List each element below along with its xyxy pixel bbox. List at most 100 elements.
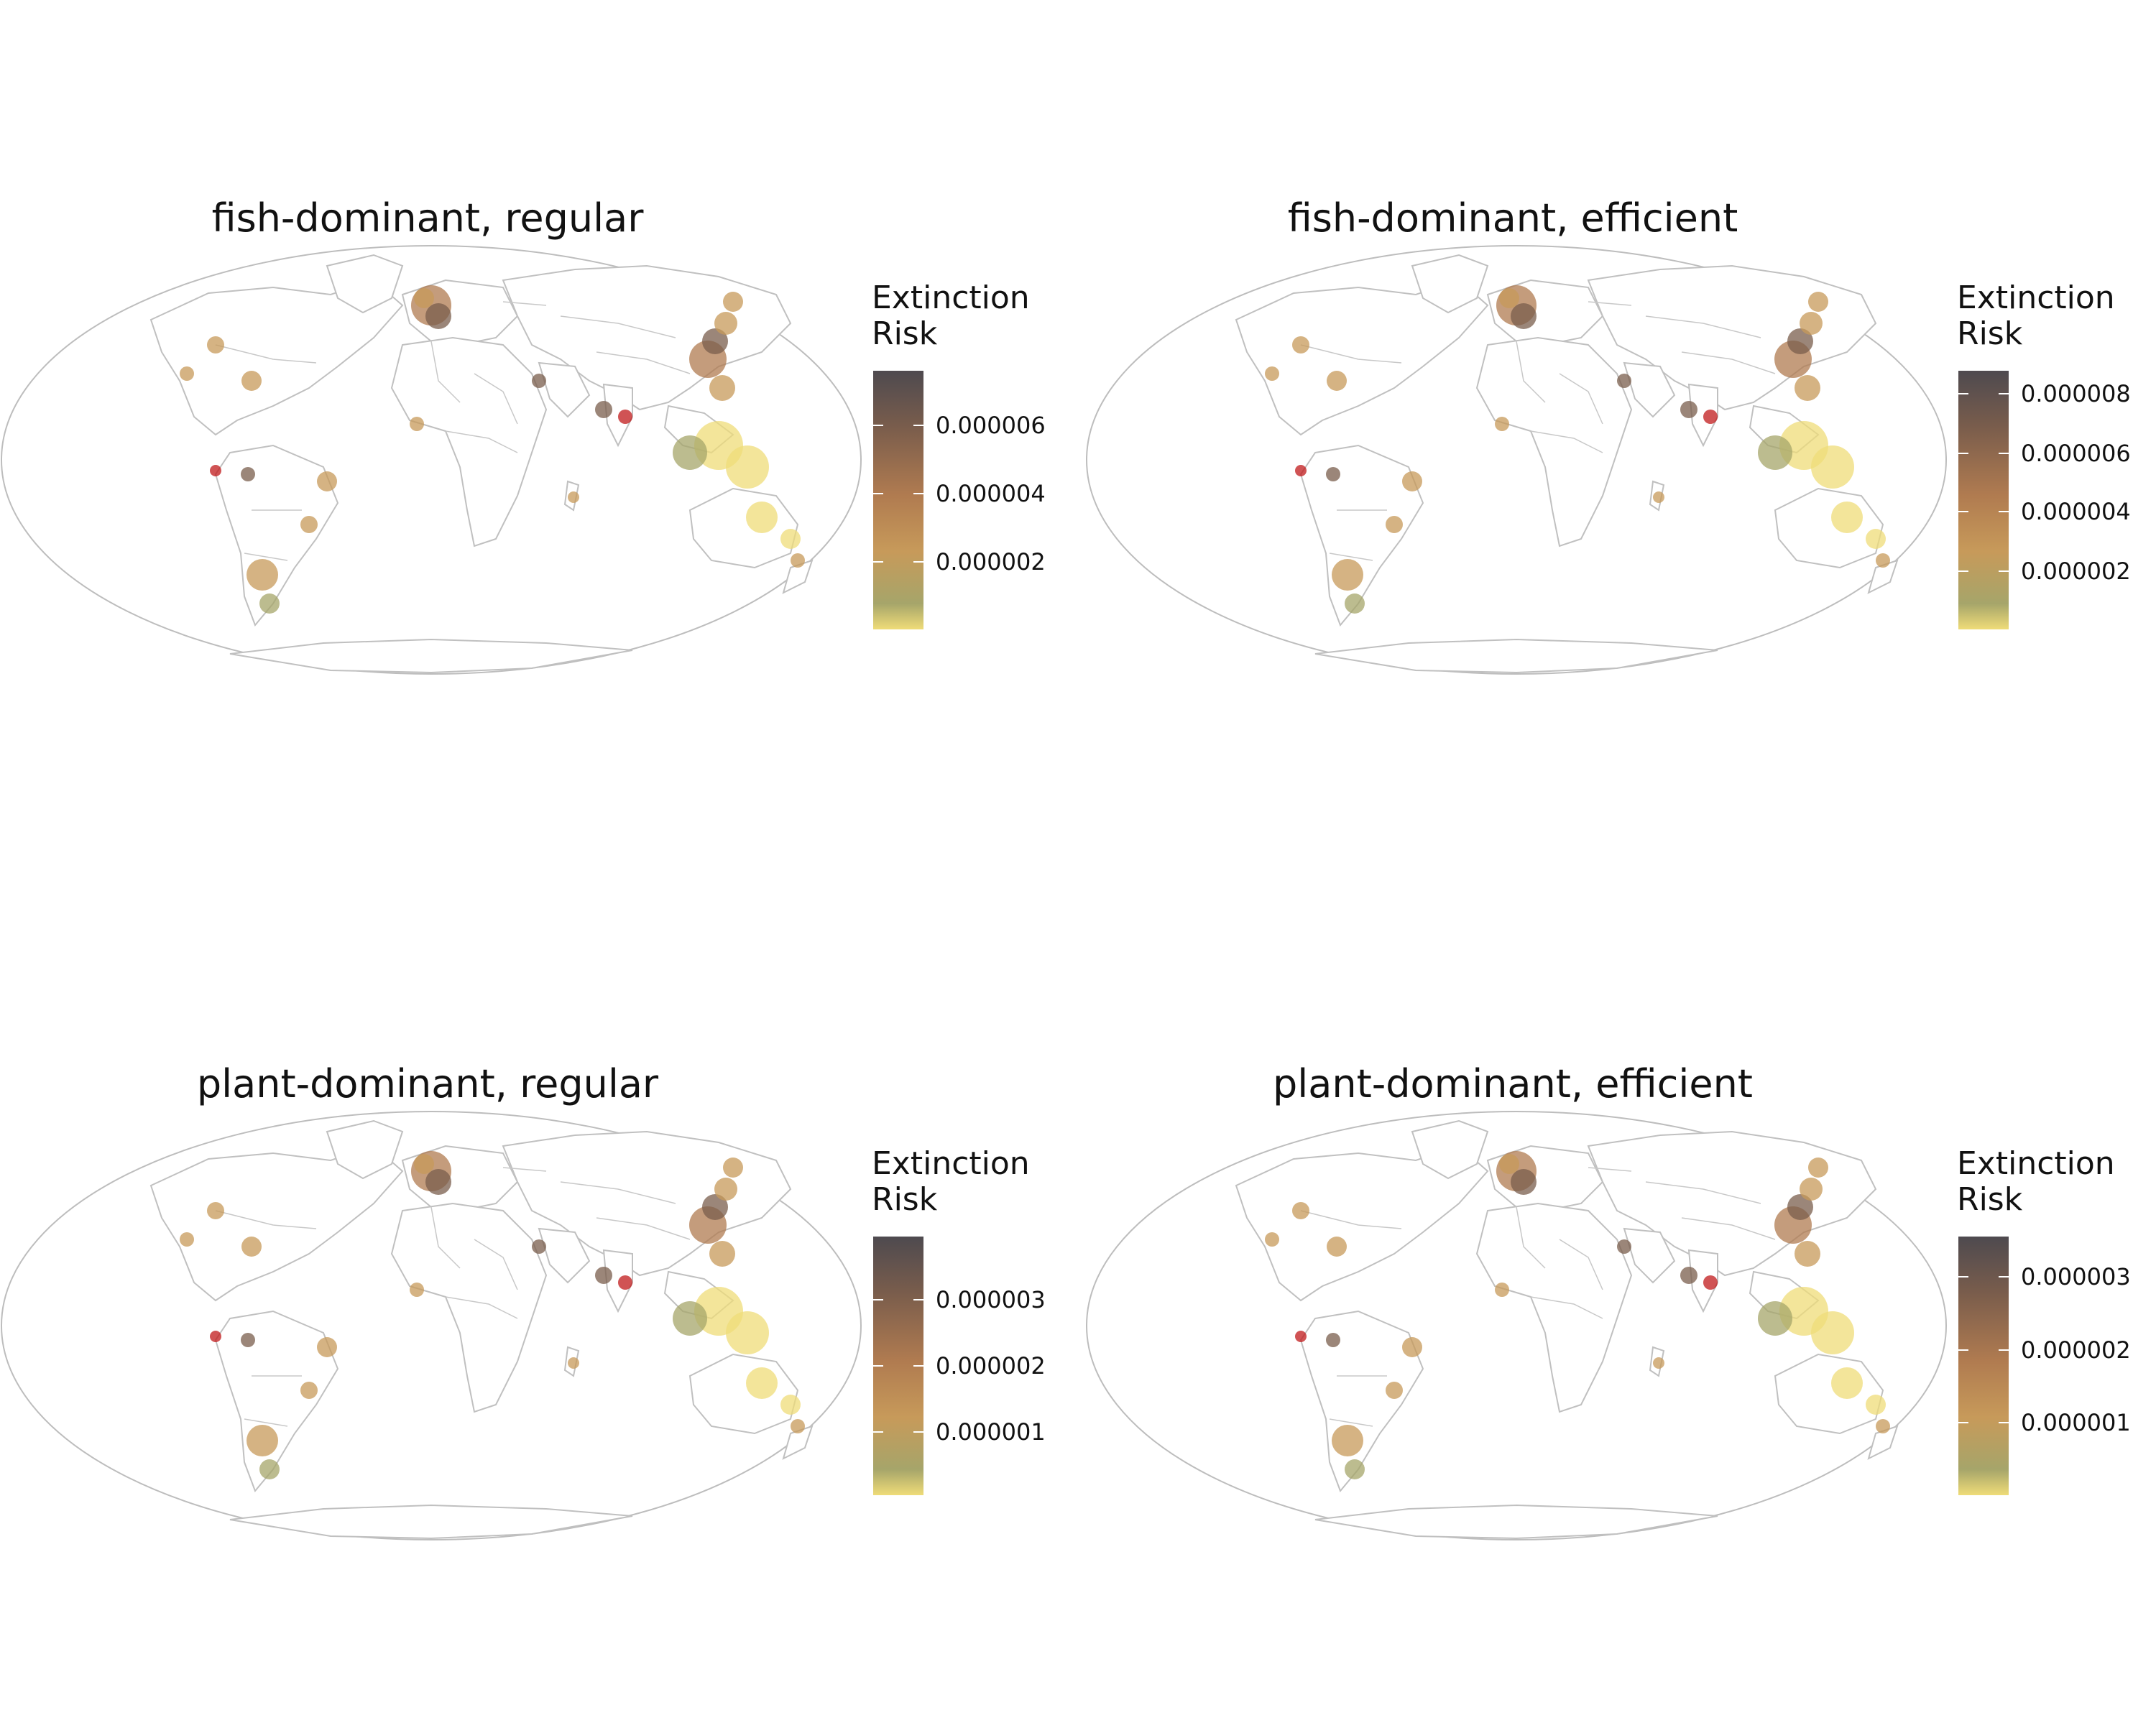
- risk-area: [726, 1311, 769, 1354]
- risk-area: [1811, 445, 1854, 489]
- risk-area: [723, 1158, 743, 1178]
- world-map: [1, 245, 862, 675]
- country-border: [1681, 1217, 1776, 1240]
- country-border: [474, 373, 518, 425]
- colorbar-legend: Extinction Risk 0.000003 0.000002 0.000001: [872, 1146, 1073, 1520]
- risk-area: [1831, 502, 1863, 533]
- country-border: [1588, 301, 1632, 306]
- colorbar-tick: [1958, 393, 1968, 395]
- risk-area: [1511, 303, 1537, 329]
- colorbar-tick: [1958, 1349, 1968, 1352]
- risk-area: [1876, 1419, 1890, 1433]
- colorbar-tick-label: 0.000004: [936, 480, 1046, 507]
- colorbar-tick: [873, 493, 883, 494]
- colorbar-tick: [1999, 511, 2009, 513]
- colorbar-tick: [873, 561, 883, 563]
- colorbar-tick-label: 0.000001: [2021, 1409, 2131, 1437]
- country-border: [445, 430, 518, 453]
- risk-area: [673, 1301, 707, 1336]
- colorbar-tick: [873, 1365, 883, 1367]
- risk-area: [780, 1395, 801, 1415]
- risk-area: [1795, 375, 1820, 401]
- country-border: [430, 1206, 461, 1269]
- risk-area: [723, 292, 743, 312]
- risk-area: [1402, 1337, 1422, 1357]
- landmass-north-america: [149, 279, 404, 436]
- country-border: [1530, 430, 1603, 453]
- risk-area: [1703, 1275, 1718, 1290]
- colorbar-tick-label: 0.000008: [2021, 380, 2131, 408]
- country-border: [215, 1210, 317, 1229]
- risk-area: [1332, 1425, 1363, 1456]
- risk-area: [180, 366, 194, 381]
- colorbar-tick-label: 0.000003: [2021, 1262, 2131, 1290]
- risk-area: [1345, 593, 1365, 614]
- colorbar-tick-label: 0.000002: [2021, 1336, 2131, 1364]
- country-border: [1516, 341, 1546, 403]
- panel-title: plant-dominant, efficient: [1273, 1061, 1753, 1106]
- risk-area: [210, 465, 221, 476]
- risk-area: [726, 445, 769, 489]
- risk-area: [618, 1275, 632, 1290]
- risk-area: [414, 288, 434, 308]
- legend-title: Extinction Risk: [1957, 279, 2115, 352]
- landmass-north-america: [149, 1145, 404, 1302]
- panel-plant-dominant-efficient: plant-dominant, efficient Extinction Ris…: [1085, 866, 2156, 1728]
- risk-area: [1800, 312, 1823, 335]
- country-border: [445, 1296, 518, 1319]
- colorbar-tick: [1999, 393, 2009, 395]
- risk-area: [595, 401, 612, 418]
- risk-area: [1831, 1367, 1863, 1399]
- colorbar-tick: [913, 1365, 923, 1367]
- legend-title: Extinction Risk: [872, 1145, 1030, 1218]
- country-border: [1588, 1167, 1632, 1172]
- colorbar-tick: [1958, 1275, 1968, 1277]
- landmass-new-zealand: [1867, 1425, 1899, 1460]
- risk-area: [247, 559, 278, 591]
- country-border: [1329, 553, 1373, 561]
- colorbar-tick-label: 0.000001: [936, 1418, 1046, 1446]
- landmass-new-zealand: [782, 559, 814, 594]
- risk-area: [1499, 1154, 1519, 1174]
- landmass-new-zealand: [782, 1425, 814, 1460]
- risk-area: [709, 1241, 735, 1267]
- risk-area: [1292, 1202, 1309, 1219]
- country-border: [502, 301, 547, 306]
- landmass-antarctica: [1314, 1504, 1718, 1540]
- risk-area: [1653, 491, 1664, 503]
- risk-area: [300, 516, 318, 533]
- panel-fish-dominant-regular: fish-dominant, regular Extinction Risk 0…: [0, 0, 1078, 862]
- risk-area: [673, 435, 707, 470]
- panel-plant-dominant-regular: plant-dominant, regular Extinction Risk …: [0, 866, 1078, 1728]
- country-border: [1300, 344, 1402, 364]
- risk-area: [207, 336, 224, 354]
- risk-area: [568, 491, 579, 503]
- country-border: [1530, 1296, 1603, 1319]
- country-border: [1559, 1239, 1603, 1290]
- risk-area: [1866, 1395, 1886, 1415]
- colorbar-tick: [913, 1431, 923, 1433]
- country-border: [596, 351, 691, 374]
- landmass-new-zealand: [1867, 559, 1899, 594]
- world-map: [1086, 245, 1947, 675]
- risk-area: [1295, 465, 1307, 476]
- risk-area: [746, 502, 778, 533]
- risk-area: [1808, 1158, 1828, 1178]
- colorbar-tick: [1999, 453, 2009, 455]
- colorbar: [1958, 1237, 2009, 1495]
- world-map: [1086, 1111, 1947, 1540]
- risk-area: [709, 375, 735, 401]
- risk-area: [241, 1237, 262, 1257]
- legend-title: Extinction Risk: [1957, 1145, 2115, 1218]
- colorbar-legend: Extinction Risk 0.000006 0.000004 0.000002: [872, 280, 1073, 654]
- risk-area: [1800, 1178, 1823, 1201]
- landmass-antarctica: [229, 1504, 633, 1540]
- landmass-arabia: [1623, 361, 1676, 418]
- risk-area: [714, 1178, 737, 1201]
- colorbar-tick: [1958, 453, 1968, 455]
- risk-area: [1295, 1331, 1307, 1342]
- risk-area: [207, 1202, 224, 1219]
- risk-area: [1495, 1283, 1509, 1297]
- risk-area: [247, 1425, 278, 1456]
- country-border: [1300, 1210, 1402, 1229]
